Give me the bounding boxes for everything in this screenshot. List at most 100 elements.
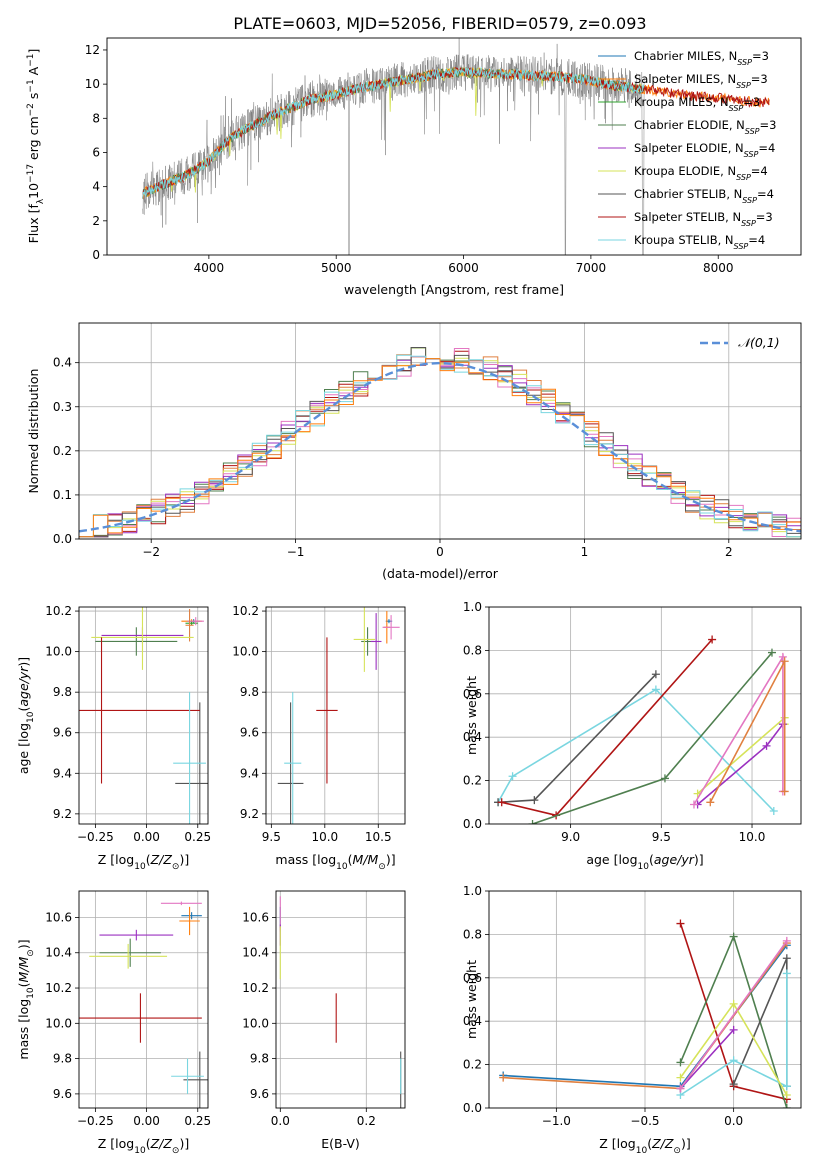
- y-tick-label: 9.6: [53, 1087, 72, 1101]
- weight-point-marker: [530, 796, 539, 805]
- y-tick-label: 0.4: [463, 730, 482, 744]
- x-tick-label: 10.0: [739, 830, 766, 844]
- y-tick-label: 0: [92, 248, 100, 262]
- model-spectrum-line: [142, 66, 770, 199]
- legend-label: Salpeter ELODIE, NSSP=4: [634, 141, 775, 159]
- y-tick-label: 0.1: [53, 488, 72, 502]
- x-axis-label: (data-model)/error: [382, 566, 499, 581]
- x-tick-label: 0.2: [357, 1114, 376, 1128]
- plot-area: [489, 607, 801, 824]
- x-tick-label: 1: [581, 545, 589, 559]
- weight-point-marker: [780, 657, 789, 666]
- y-tick-label: 9.4: [240, 766, 259, 780]
- y-axis-label: mass weight: [464, 676, 479, 755]
- y-tick-label: 1.0: [463, 600, 482, 614]
- x-tick-label: 4000: [194, 261, 225, 275]
- x-tick-label: 10.0: [311, 830, 338, 844]
- y-axis-label: Flux [fλ10−17 erg cm−2 s−1 A−1]: [26, 49, 46, 244]
- y-tick-label: 0.8: [463, 927, 482, 941]
- y-tick-label: 6: [92, 145, 100, 159]
- weight-series-line: [697, 723, 784, 806]
- weight-point-marker: [782, 1082, 791, 1091]
- y-axis-label: mass [log10(M/M⊙)]: [16, 939, 36, 1059]
- panel-mass_vs_ebv: 0.0 0.2 9.6 9.8 10.0 10.2 10.4 10.6 E(B-V): [242, 890, 406, 1151]
- weight-series-line: [501, 638, 713, 817]
- weight-series-line: [680, 973, 788, 1096]
- plot-area: [79, 891, 208, 1108]
- y-tick-label: 9.6: [250, 1087, 269, 1101]
- weight-point-marker: [676, 1073, 685, 1082]
- axes-frame: [78, 890, 209, 1109]
- weight-point-marker: [769, 806, 778, 815]
- weight-point-marker: [782, 936, 791, 945]
- y-tick-label: 10.0: [45, 1016, 72, 1030]
- y-tick-label: 9.8: [250, 1052, 269, 1066]
- weight-point-marker: [651, 685, 660, 694]
- weight-point-marker: [499, 1073, 508, 1082]
- y-tick-label: 10.2: [232, 604, 259, 618]
- weight-point-marker: [497, 798, 506, 807]
- y-tick-label: 10.4: [45, 946, 72, 960]
- y-tick-label: 10.2: [45, 604, 72, 618]
- weight-point-marker: [782, 954, 791, 963]
- x-tick-label: 0.0: [271, 1114, 290, 1128]
- y-axis-label: Normed distribution: [26, 369, 41, 494]
- weight-point-marker: [780, 787, 789, 796]
- x-axis-label: Z [log10(Z/Z⊙)]: [599, 1136, 690, 1156]
- y-tick-label: 0.2: [463, 1058, 482, 1072]
- weight-point-marker: [706, 798, 715, 807]
- y-tick-label: 4: [92, 180, 100, 194]
- axes-frame: [275, 890, 406, 1109]
- legend-label: Kroupa STELIB, NSSP=4: [634, 233, 765, 251]
- y-tick-label: 12: [85, 43, 100, 57]
- plot-area: [489, 891, 801, 1108]
- x-tick-label: 9.0: [561, 830, 580, 844]
- weight-series-line: [497, 688, 775, 812]
- panel-age_vs_Z: −0.25 0.00 0.25 9.2 9.4 9.6 9.8 10.0 10.2 Z [log1…: [16, 604, 211, 872]
- legend-label: Kroupa MILES, NSSP=3: [634, 95, 760, 113]
- x-tick-label: 0.00: [133, 830, 160, 844]
- y-tick-label: 0.4: [53, 356, 72, 370]
- plot-area: [79, 323, 801, 539]
- y-tick-label: 10: [85, 77, 100, 91]
- x-axis-label: E(B-V): [321, 1136, 360, 1151]
- panel-weight_vs_age: 9.0 9.5 10.0 0.0 0.2 0.4 0.6 0.8 1.0 age [log10(a…: [463, 600, 802, 872]
- y-axis-label: age [log10(age/yr)]: [16, 657, 36, 774]
- y-tick-label: 9.8: [53, 685, 72, 699]
- y-tick-label: 10.4: [242, 946, 269, 960]
- y-tick-label: 0.0: [463, 1101, 482, 1115]
- weight-point-marker: [676, 1084, 685, 1093]
- y-tick-label: 10.0: [242, 1016, 269, 1030]
- panel-age_vs_mass: 9.5 10.0 10.5 9.2 9.4 9.6 9.8 10.0 10.2 mass [log…: [232, 604, 406, 872]
- y-tick-label: 9.2: [53, 807, 72, 821]
- x-tick-label: −0.25: [77, 1114, 114, 1128]
- y-tick-label: 2: [92, 214, 100, 228]
- figure-title: PLATE=0603, MJD=52056, FIBERID=0579, z=0…: [233, 14, 646, 33]
- plot-layer: 4000 5000 6000 7000 8000024681012wavelength …: [16, 37, 802, 1156]
- weight-point-marker: [782, 1090, 791, 1099]
- weight-point-marker: [708, 635, 717, 644]
- x-tick-label: 7000: [576, 261, 607, 275]
- x-tick-label: 8000: [703, 261, 734, 275]
- y-tick-label: 10.6: [45, 910, 72, 924]
- normal-curve: [79, 361, 801, 533]
- y-tick-label: 9.6: [53, 726, 72, 740]
- y-tick-label: 0.4: [463, 1014, 482, 1028]
- panel-mass_vs_Z: −0.25 0.00 0.25 9.6 9.8 10.0 10.2 10.4 10.6 Z [lo…: [16, 890, 211, 1156]
- y-tick-label: 9.4: [53, 766, 72, 780]
- x-tick-label: 0: [436, 545, 444, 559]
- x-tick-label: 9.5: [652, 830, 671, 844]
- x-tick-label: 0.25: [184, 830, 211, 844]
- legend-label: Chabrier MILES, NSSP=3: [634, 49, 769, 67]
- axes-frame: [78, 606, 209, 825]
- weight-point-marker: [676, 919, 685, 928]
- weight-series-line: [679, 1029, 735, 1090]
- panel-spectrum: 4000 5000 6000 7000 8000 0 2 4 6 8 10 12 wavelength …: [26, 37, 802, 297]
- weight-point-marker: [729, 999, 738, 1008]
- weight-point-marker: [729, 1056, 738, 1065]
- x-tick-label: 5000: [321, 261, 352, 275]
- axes-frame: [488, 606, 802, 825]
- y-tick-label: 0.6: [463, 971, 482, 985]
- plot-area: [276, 891, 405, 1108]
- axes-frame: [488, 890, 802, 1109]
